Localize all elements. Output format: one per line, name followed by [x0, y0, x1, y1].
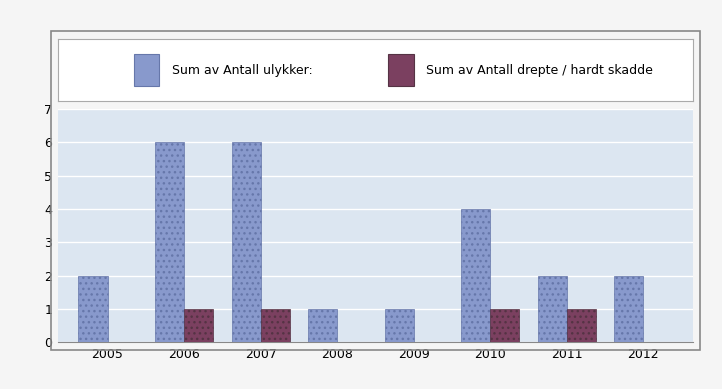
Bar	[232, 142, 261, 342]
Bar	[461, 209, 490, 342]
Bar	[538, 276, 567, 342]
FancyBboxPatch shape	[388, 54, 414, 86]
Bar	[385, 309, 414, 342]
Bar	[308, 309, 337, 342]
Bar	[614, 276, 643, 342]
Bar	[184, 309, 213, 342]
Text: Sum av Antall ulykker:: Sum av Antall ulykker:	[172, 63, 313, 77]
Bar	[79, 276, 108, 342]
Bar	[155, 142, 184, 342]
Bar	[567, 309, 596, 342]
Bar	[261, 309, 290, 342]
Bar	[490, 309, 519, 342]
Text: Sum av Antall drepte / hardt skadde: Sum av Antall drepte / hardt skadde	[426, 63, 653, 77]
FancyBboxPatch shape	[134, 54, 160, 86]
